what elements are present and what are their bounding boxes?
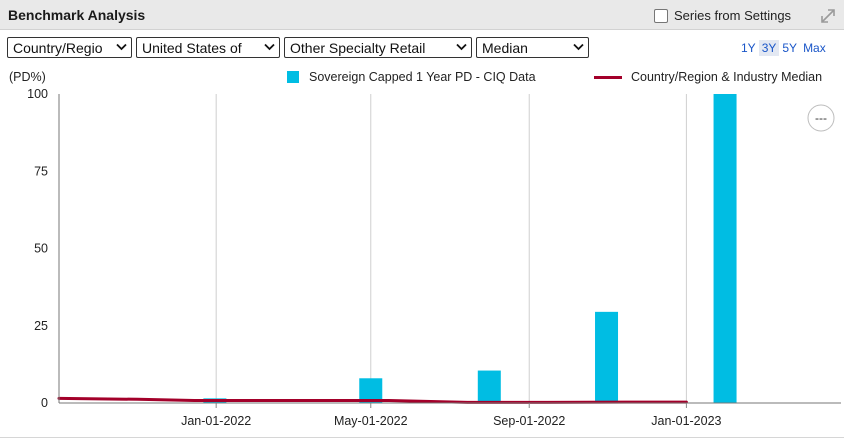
- panel-title: Benchmark Analysis: [8, 7, 146, 23]
- y-tick-label-2: 50: [34, 242, 48, 256]
- legend-swatch-line: [594, 75, 622, 79]
- legend-item-line[interactable]: Country/Region & Industry Median: [594, 70, 822, 84]
- y-tick-label-4: 100: [27, 87, 48, 101]
- region-type-value: Country/Regio: [13, 40, 103, 56]
- statistic-select[interactable]: Median: [476, 37, 589, 58]
- bar-3[interactable]: [595, 311, 619, 403]
- range-max-button[interactable]: Max: [803, 41, 826, 55]
- legend-label-bar: Sovereign Capped 1 Year PD - CIQ Data: [309, 70, 536, 84]
- y-tick-label-1: 25: [34, 319, 48, 333]
- industry-select[interactable]: Other Specialty Retail: [284, 37, 472, 58]
- grid-layer: [215, 94, 687, 403]
- range-1y-button[interactable]: 1Y: [741, 41, 756, 55]
- median-line[interactable]: [57, 396, 688, 404]
- more-options-label: ---: [815, 111, 827, 125]
- country-select[interactable]: United States of: [136, 37, 280, 58]
- chevron-down-icon: [456, 43, 467, 51]
- statistic-value: Median: [482, 40, 528, 56]
- bar-4[interactable]: [713, 94, 737, 403]
- range-5y-button[interactable]: 5Y: [782, 41, 798, 55]
- x-tick-label-2: Sep-01-2022: [493, 414, 565, 428]
- line-layer: [57, 396, 688, 404]
- panel-header: Benchmark Analysis Series from Settings: [0, 0, 844, 30]
- bar-1[interactable]: [359, 378, 383, 403]
- legend-item-bar[interactable]: Sovereign Capped 1 Year PD - CIQ Data: [287, 70, 536, 84]
- series-from-settings-label: Series from Settings: [674, 8, 792, 23]
- bar-2[interactable]: [477, 370, 501, 403]
- axis-layer: Jan-01-2022 May-01-2022 Sep-01-2022 Jan-01-…: [27, 87, 841, 428]
- legend-swatch-bar: [287, 71, 299, 83]
- industry-value: Other Specialty Retail: [290, 40, 426, 56]
- y-tick-label-0: 0: [41, 396, 48, 410]
- x-tick-label-3: Jan-01-2023: [651, 414, 721, 428]
- range-3y-button[interactable]: 3Y: [758, 40, 780, 56]
- range-buttons: 1Y 3Y 5Y Max: [738, 40, 829, 56]
- x-tick-label-0: Jan-01-2022: [181, 414, 251, 428]
- y-tick-label-3: 75: [34, 164, 48, 178]
- bar-layer: [203, 94, 737, 403]
- country-value: United States of: [142, 40, 242, 56]
- more-options-button[interactable]: ---: [807, 104, 835, 132]
- x-tick-label-1: May-01-2022: [334, 414, 408, 428]
- chevron-down-icon: [264, 43, 275, 51]
- y-axis-unit-label: (PD%): [9, 70, 46, 84]
- panel-bottom-border: [0, 437, 844, 438]
- chevron-down-icon: [116, 43, 127, 51]
- series-from-settings[interactable]: Series from Settings: [654, 7, 791, 24]
- region-type-select[interactable]: Country/Regio: [7, 37, 132, 58]
- expand-icon[interactable]: [819, 7, 837, 25]
- chevron-down-icon: [573, 43, 584, 51]
- legend-label-line: Country/Region & Industry Median: [631, 70, 823, 84]
- series-from-settings-checkbox[interactable]: [654, 8, 668, 23]
